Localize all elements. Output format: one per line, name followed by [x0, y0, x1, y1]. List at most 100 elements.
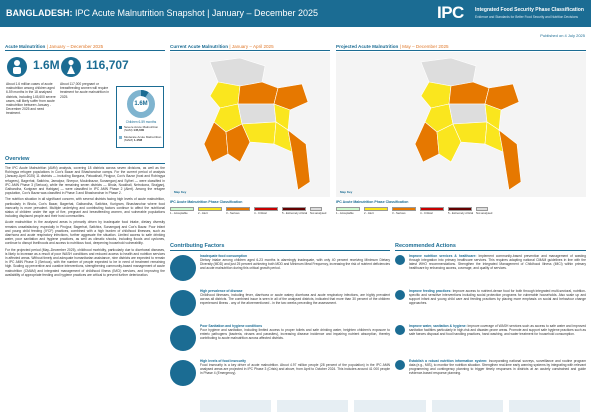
woman-icon: [61, 57, 81, 77]
item-title: Inadequate food consumption: [200, 254, 248, 258]
legend-swatch: [420, 207, 444, 211]
item-body: Childhood illnesses, including fever, di…: [200, 293, 390, 306]
legend-swatch: [336, 207, 360, 211]
legend-label: 4 - Critical: [254, 211, 267, 215]
legend-label: 1 - Acceptable: [170, 211, 188, 215]
published: Published on 4 July 2025: [540, 33, 585, 38]
factors-list: Inadequate food consumption Dietary inta…: [170, 254, 390, 394]
logo-placeholder: [354, 400, 426, 412]
legend-swatch: [282, 207, 306, 211]
district: [498, 129, 522, 191]
item-icon: [395, 325, 405, 335]
map-projected: Map Key: [336, 52, 586, 197]
map-current: Map Key: [170, 52, 330, 197]
item-title: High levels of food insecurity: [200, 359, 246, 363]
swatch: [119, 126, 122, 129]
district: [448, 103, 488, 125]
map-key: Map Key: [174, 190, 187, 194]
legend-label: Not analysed: [310, 211, 327, 215]
legend-swatch: [310, 207, 322, 211]
legend-label: 2 - Alert: [198, 211, 208, 215]
item-title: Establish a robust nutrition information…: [409, 359, 488, 363]
key-title: IPC Acute Malnutrition Phase Classificat…: [336, 200, 409, 204]
logo-placeholder: [508, 400, 581, 412]
women-figure: 116,707: [86, 58, 129, 72]
list-item: Improve feeding practices: Improve acces…: [395, 289, 586, 323]
logo: IPC: [437, 3, 464, 22]
list-item: Inadequate food consumption Dietary inta…: [170, 254, 390, 288]
logo-placeholder: [431, 400, 503, 412]
section-title: Projected Acute Malnutrition | May – Dec…: [336, 44, 586, 51]
item-icon: [170, 325, 196, 351]
item-body: Poor hygiene and sanitation, including l…: [200, 328, 390, 341]
district: [484, 83, 520, 111]
legend-swatch: [226, 207, 250, 211]
list-item: High prevalence of disease Childhood ill…: [170, 289, 390, 323]
legend-label: 1 - Acceptable: [336, 211, 354, 215]
district: [237, 103, 277, 125]
overview-text: The IPC Acute Malnutrition (AMN) analysi…: [5, 166, 165, 416]
legend-label: 5 - Extremely critical: [282, 211, 308, 215]
item-body: Food insecurity is a key driver of acute…: [200, 363, 390, 376]
legend-swatch: [254, 207, 278, 211]
item-body: Improve coverage of WASH services such a…: [409, 324, 586, 337]
map-key: Map Key: [340, 190, 353, 194]
paragraph: The IPC Acute Malnutrition (AMN) analysi…: [5, 166, 165, 196]
partner-logos: [200, 400, 581, 412]
item-body: Implement community-based prevention and…: [409, 254, 586, 271]
legend-swatch: [198, 207, 222, 211]
item-text: High prevalence of disease Childhood ill…: [200, 289, 390, 323]
item-title: Improve nutrition services & healthcare:: [409, 254, 477, 258]
section-title: Current Acute Malnutrition | January – A…: [170, 44, 330, 51]
item-text: Improve water, sanitation & hygiene: Imp…: [409, 324, 586, 358]
district: [203, 121, 229, 163]
legend-swatch: [170, 207, 194, 211]
item-text: Improve nutrition services & healthcare:…: [409, 254, 586, 288]
item-title: Poor Sanitation and hygiene conditions: [200, 324, 263, 328]
district: [273, 83, 309, 111]
paragraph: The nutrition situation in all significa…: [5, 197, 165, 219]
list-item: High levels of food insecurity Food inse…: [170, 359, 390, 393]
item-body: Dietary intake among children aged 6-23 …: [200, 258, 390, 271]
item-icon: [395, 290, 405, 300]
legend-label: 5 - Extremely critical: [448, 211, 474, 215]
factors-title: Contributing Factors: [170, 243, 390, 251]
district: [436, 123, 462, 163]
list-item: Improve nutrition services & healthcare:…: [395, 254, 586, 288]
district: [287, 129, 311, 191]
children-text: About 1.6 million cases of acute malnutr…: [6, 82, 56, 116]
donut: 1.6M: [127, 90, 155, 118]
sam: Severe Acute Malnutrition (SAM) 145,600: [124, 124, 159, 132]
item-icon: [395, 360, 405, 370]
header-bar: BANGLADESH: IPC Acute Malnutrition Snaps…: [0, 0, 591, 27]
legend-label: 4 - Critical: [420, 211, 433, 215]
item-icon: [395, 255, 405, 265]
caseload-box: 1.6M Children 6-59 months Severe Acute M…: [116, 86, 164, 148]
legend-label: Not analysed: [476, 211, 493, 215]
mam: Moderate Acute Malnutrition (MAM) 1.45M: [124, 134, 162, 142]
swatch: [119, 136, 122, 139]
legend-label: 3 - Serious: [392, 211, 406, 215]
item-body: Incorporating national surveys, surveill…: [409, 359, 586, 376]
legend-swatch: [448, 207, 472, 211]
item-text: Improve feeding practices: Improve acces…: [409, 289, 586, 323]
district: [414, 121, 440, 163]
logo-title: Integrated Food Security Phase Classific…: [475, 7, 584, 13]
item-title: Improve feeding practices:: [409, 289, 452, 293]
overview-title: Overview: [5, 156, 165, 164]
box-label: Children 6-59 months: [125, 120, 157, 124]
legend-swatch: [392, 207, 416, 211]
legend: 1 - Acceptable 2 - Alert 3 - Serious 4 - Cr…: [170, 207, 330, 227]
item-text: High levels of food insecurity Food inse…: [200, 359, 390, 393]
list-item: Establish a robust nutrition information…: [395, 359, 586, 393]
item-body: Improve access to nutrient-dense food fo…: [409, 289, 586, 306]
logo-tagline: Evidence and Standards for Better Food S…: [475, 15, 578, 19]
item-text: Poor Sanitation and hygiene conditions P…: [200, 324, 390, 358]
logo-placeholder: [200, 400, 272, 412]
actions-title: Recommended Actions: [395, 243, 586, 251]
item-icon: [170, 290, 196, 316]
box-figure: 1.6M: [134, 101, 147, 107]
actions-list: Improve nutrition services & healthcare:…: [395, 254, 586, 394]
key-title: IPC Acute Malnutrition Phase Classificat…: [170, 200, 243, 204]
